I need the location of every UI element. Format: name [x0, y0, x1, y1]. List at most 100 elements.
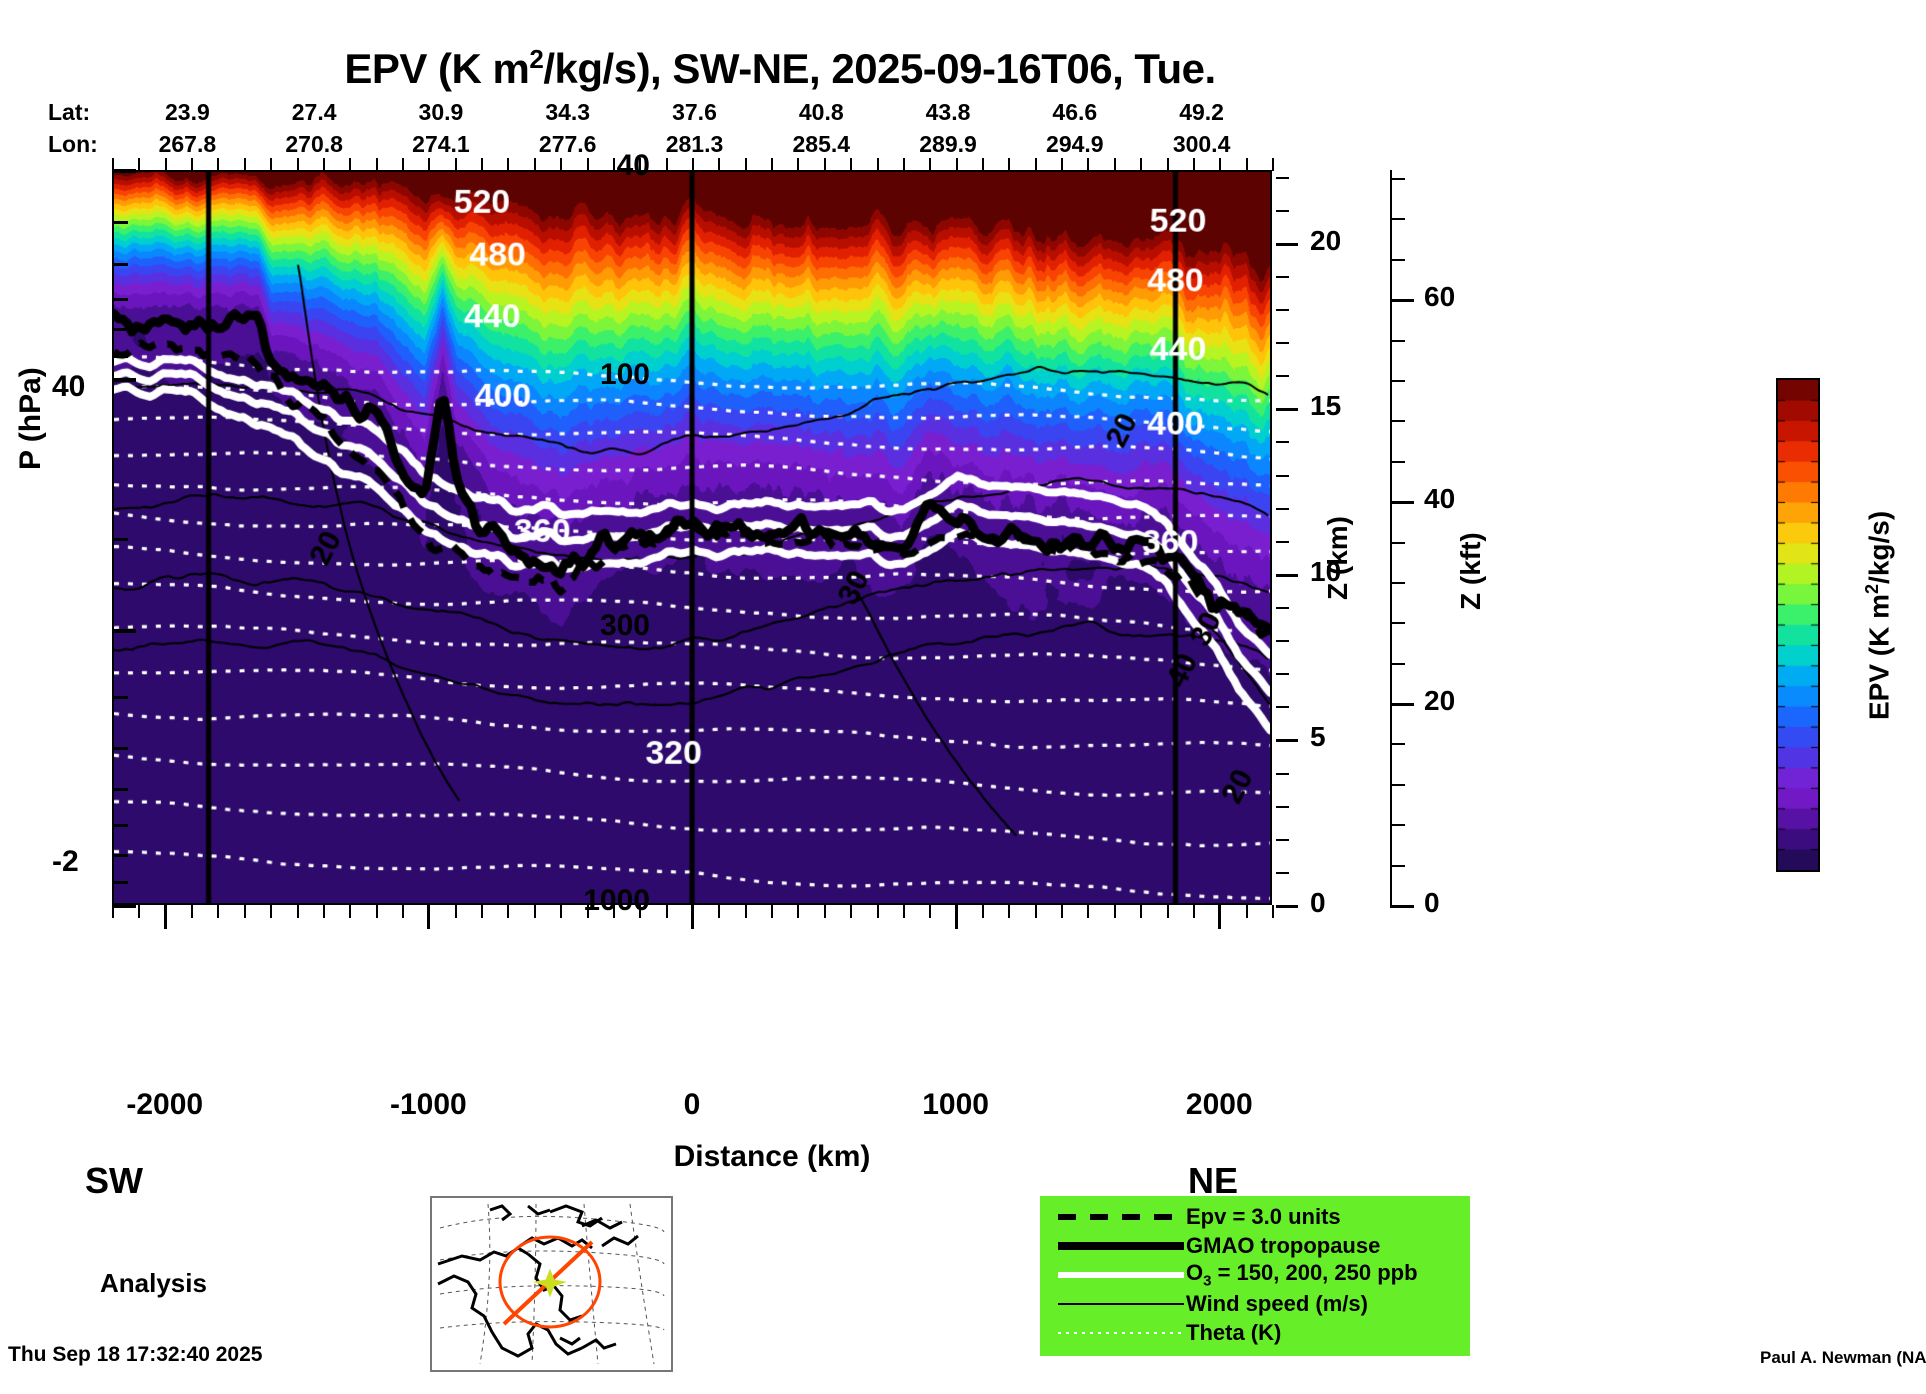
legend-symbol-wind-speed: [1056, 1292, 1186, 1316]
zkft-major-tick: [1390, 501, 1414, 505]
pressure-minor-tick: [112, 746, 128, 750]
top-axis-minor-tick: [428, 158, 431, 171]
longitude-row: Lon: 267.8 270.8 274.1 277.6 281.3 285.4 289.9 2…: [0, 131, 1300, 161]
top-axis-minor-tick: [1219, 158, 1222, 171]
distance-major-tick: [954, 905, 958, 929]
distance-minor-tick: [586, 905, 589, 918]
pressure-tick-40: 40: [616, 149, 650, 182]
legend-item-wind-speed: Wind speed (m/s): [1040, 1289, 1470, 1318]
pressure-tick-100: 100: [599, 358, 650, 392]
legend-label-ozone-contours: O3 = 150, 200, 250 ppb: [1186, 1259, 1418, 1290]
zkft-tick-20: 20: [1424, 685, 1456, 717]
zkm-minor-tick: [1276, 706, 1289, 709]
distance-minor-tick: [1166, 905, 1169, 918]
zkm-minor-tick: [1276, 607, 1289, 610]
zkm-major-tick: [1276, 905, 1298, 908]
top-axis-minor-tick: [744, 158, 747, 171]
distance-minor-tick: [797, 905, 800, 918]
distance-minor-tick: [1272, 905, 1274, 918]
distance-minor-tick: [1192, 905, 1195, 918]
distance-minor-tick: [1140, 905, 1143, 918]
lon-value: 274.1: [412, 131, 470, 157]
distance-minor-tick: [112, 905, 114, 918]
zkft-minor-tick: [1390, 864, 1405, 867]
zkm-tick-5: 5: [1310, 721, 1326, 753]
legend-item-theta: Theta (K): [1040, 1318, 1470, 1347]
zkft-tick-40: 40: [1424, 483, 1456, 515]
zkft-tick-0: 0: [1424, 887, 1440, 918]
lat-value: 34.3: [545, 99, 591, 125]
center-star: [533, 1268, 567, 1298]
epv-field-canvas: [114, 172, 1270, 903]
colorbar-gradient: [1778, 380, 1818, 870]
distance-minor-tick: [639, 905, 642, 918]
region-circle: [498, 1235, 602, 1329]
pressure-minor-tick: [112, 537, 128, 541]
distance-tick--1000: -1000: [389, 1088, 467, 1121]
distance-minor-tick: [533, 905, 536, 918]
zkm-tick-0: 0: [1310, 887, 1326, 918]
epv-cross-section-plot[interactable]: [112, 170, 1272, 905]
zkft-minor-tick: [1390, 218, 1405, 221]
distance-minor-tick: [296, 905, 299, 918]
top-axis-minor-tick: [1245, 158, 1248, 171]
top-axis-minor-tick: [454, 158, 457, 171]
distance-minor-tick: [612, 905, 615, 918]
distance-minor-tick: [243, 905, 246, 918]
top-axis-minor-tick: [955, 158, 958, 171]
zkft-minor-tick: [1390, 783, 1405, 786]
latitude-row: Lat: 23.9 27.4 30.9 34.3 37.6 40.8 43.8 46.6 49.2: [0, 99, 1300, 129]
top-axis-minor-tick: [560, 158, 563, 171]
lat-value: 43.8: [925, 99, 971, 125]
zkft-minor-tick: [1390, 420, 1405, 423]
distance-minor-tick: [1034, 905, 1037, 918]
pressure-minor-tick: [112, 328, 128, 332]
zkft-major-tick: [1390, 703, 1414, 707]
lon-value: 270.8: [285, 131, 343, 157]
top-axis-minor-tick: [1061, 158, 1064, 171]
distance-minor-tick: [191, 905, 194, 918]
distance-tick-2000: 2000: [1185, 1088, 1253, 1121]
zkm-minor-tick: [1276, 309, 1289, 312]
zkm-minor-tick: [1276, 640, 1289, 643]
distance-minor-tick: [876, 905, 879, 918]
top-axis-minor-tick: [375, 158, 378, 171]
zkft-minor-tick: [1390, 380, 1405, 382]
distance-minor-tick: [718, 905, 721, 918]
page-title: EPV (K m2/kg/s), SW-NE, 2025-09-16T06, T…: [0, 44, 1560, 93]
ne-direction-label: NE: [1188, 1160, 1239, 1201]
legend-item-ozone-contours: O3 = 150, 200, 250 ppb: [1040, 1260, 1470, 1289]
z-kft-axis-line: [1390, 170, 1392, 905]
zkft-minor-tick: [1390, 339, 1405, 342]
top-axis-minor-tick: [138, 158, 141, 171]
credit-label: Paul A. Newman (NASA: [1760, 1348, 1926, 1367]
distance-minor-tick: [481, 905, 484, 918]
legend-label-epv-contour: Epv = 3.0 units: [1186, 1203, 1341, 1229]
distance-minor-tick: [982, 905, 984, 918]
lon-value: 289.9: [919, 131, 977, 157]
z-km-axis: 20 15 10 5 0: [1276, 170, 1342, 918]
lat-prefix-label: Lat:: [48, 99, 91, 125]
distance-tick--2000: -2000: [126, 1088, 204, 1121]
lat-value: 49.2: [1179, 99, 1224, 125]
legend-label-theta: Theta (K): [1186, 1319, 1282, 1345]
inset-locator-map[interactable]: [430, 1196, 673, 1372]
title-prefix: EPV (K m: [344, 45, 530, 92]
distance-minor-tick: [454, 905, 457, 918]
pressure-minor-tick: [112, 823, 128, 827]
pressure-minor-tick: [112, 297, 128, 301]
top-axis-minor-tick: [1272, 158, 1274, 171]
timestamp-label: Thu Sep 18 17:32:40 2025: [8, 1343, 263, 1366]
top-axis-minor-tick: [797, 158, 800, 171]
zkft-minor-tick: [1390, 743, 1405, 746]
distance-minor-tick: [560, 905, 563, 918]
legend-label-tropopause: GMAO tropopause: [1186, 1232, 1381, 1258]
lat-value: 40.8: [798, 99, 844, 125]
title-suffix: /kg/s), SW-NE, 2025-09-16T06, Tue.: [543, 45, 1216, 92]
pressure-major-tick: [112, 904, 136, 908]
colorbar: [1776, 378, 1820, 872]
distance-minor-tick: [1008, 905, 1011, 918]
top-axis-minor-tick: [1008, 158, 1011, 171]
legend-item-tropopause: GMAO tropopause: [1040, 1231, 1470, 1260]
distance-minor-tick: [771, 905, 774, 918]
